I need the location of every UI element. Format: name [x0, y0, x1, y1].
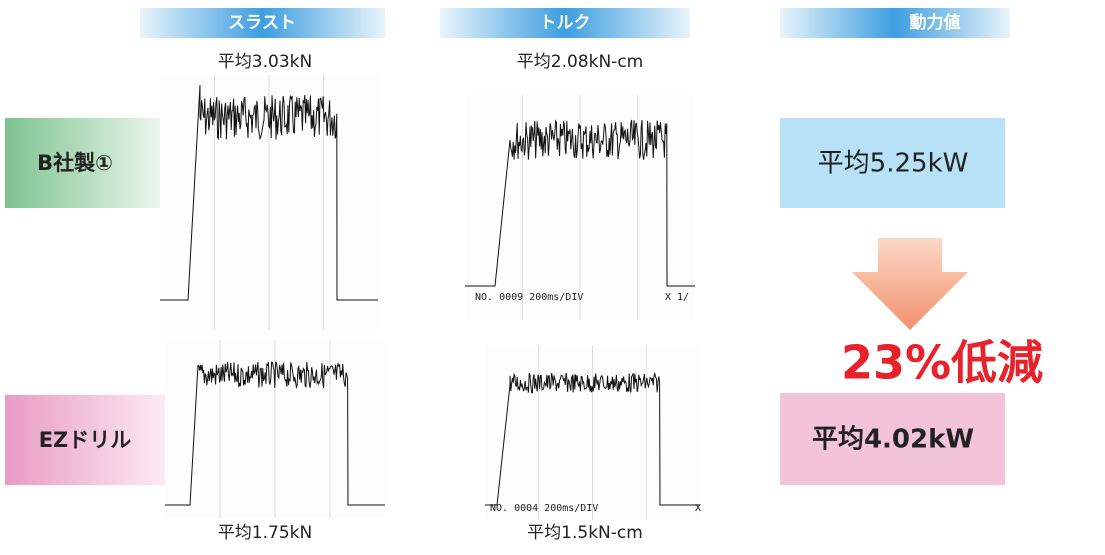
caption: 平均3.03kN	[218, 52, 312, 72]
arrow	[852, 238, 968, 330]
caption: 平均2.08kN-cm	[517, 52, 643, 72]
column-header: スラスト	[228, 13, 296, 33]
page: スラスト トルク 動力値 平均3.03kN 平均2.08kN-cm 平均1.75…	[0, 0, 1105, 555]
reduction: 23%低減	[841, 336, 1043, 390]
power-value: 平均4.02kW	[812, 425, 974, 455]
infographic: スラスト トルク 動力値 平均3.03kN 平均2.08kN-cm 平均1.75…	[0, 0, 1105, 551]
scope-label: NO. 0009 200ms/DIV	[475, 292, 583, 303]
power-value: 平均5.25kW	[818, 149, 969, 179]
scope-label: NO. 0004 200ms/DIV	[490, 503, 598, 514]
column-header: 動力値	[910, 12, 961, 33]
scope-traces	[160, 75, 700, 520]
caption: 平均1.75kN	[218, 523, 312, 543]
scope-label: X 1/	[665, 292, 689, 303]
scope-label: X	[695, 503, 701, 514]
caption: 平均1.5kN-cm	[527, 523, 643, 543]
row-label: B社製①	[37, 151, 113, 175]
header-bar	[780, 8, 1010, 38]
row-label: EZドリル	[39, 428, 132, 452]
column-header: トルク	[540, 13, 591, 33]
